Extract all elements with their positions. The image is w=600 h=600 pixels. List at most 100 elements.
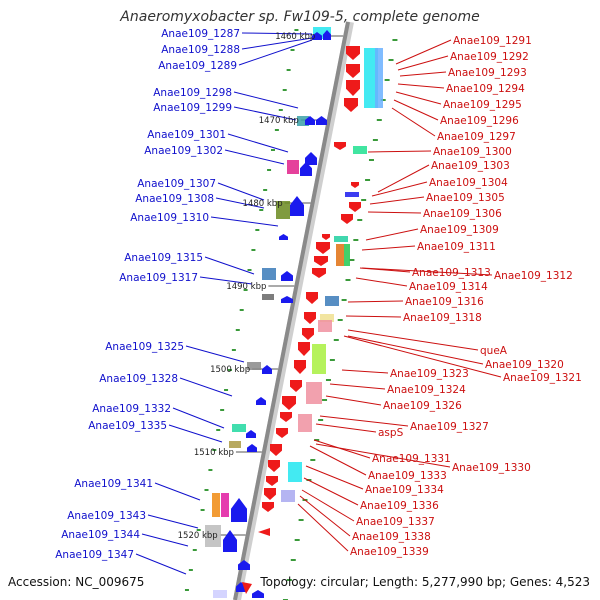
- leader-line: [241, 37, 313, 50]
- leader-line: [224, 149, 285, 165]
- gene-arrow-reverse: [262, 502, 274, 512]
- leader-line: [141, 533, 189, 547]
- leader-line: [217, 182, 265, 201]
- leader-line: [315, 423, 377, 433]
- gene-label-right: Anae109_1327: [410, 421, 489, 433]
- leader-line: [319, 415, 409, 427]
- gene-label-right: Anae109_1312: [494, 270, 573, 282]
- gene-label-right: Anae109_1297: [437, 131, 516, 143]
- gene-arrow-reverse: [346, 64, 360, 78]
- gene-arrow-reverse: [266, 476, 278, 486]
- leader-line: [355, 277, 408, 287]
- gene-arrow-forward: [305, 152, 317, 165]
- gene-arrow-forward: [281, 271, 293, 281]
- leader-line: [367, 211, 422, 214]
- diagram-title: Anaeromyxobacter sp. Fw109-5, complete g…: [120, 9, 480, 25]
- leader-line: [361, 245, 416, 251]
- gene-label-right: Anae109_1303: [431, 160, 510, 172]
- gene-label-right: Anae109_1338: [352, 531, 431, 543]
- gene-arrow-forward: [316, 116, 327, 125]
- leader-line: [371, 181, 428, 197]
- leader-line: [309, 445, 367, 476]
- kbp-label: 1520 kbp: [178, 531, 218, 541]
- feature-block: [298, 414, 312, 432]
- feature-block: [353, 146, 367, 154]
- feature-block: [221, 493, 229, 517]
- leader-line: [303, 477, 359, 506]
- leader-line: [315, 443, 451, 468]
- gene-label-left: Anae109_1299: [153, 102, 232, 114]
- leader-line: [347, 329, 479, 351]
- gene-arrow-reverse: [276, 428, 288, 438]
- feature-block: [288, 462, 302, 482]
- gene-label-right: Anae109_1293: [448, 67, 527, 79]
- gene-arrow-reverse: [294, 360, 306, 374]
- gene-label-right: Anae109_1334: [365, 484, 444, 496]
- gene-label-left: Anae109_1332: [92, 403, 171, 415]
- feature-block: [336, 244, 344, 266]
- leader-line: [341, 369, 389, 374]
- feature-block: [247, 362, 261, 370]
- gene-label-right: Anae109_1316: [405, 296, 484, 308]
- feature-block: [205, 525, 221, 547]
- gene-arrow-forward: [252, 590, 264, 598]
- gene-label-left: Anae109_1287: [161, 28, 240, 40]
- gene-label-right: Anae109_1331: [372, 453, 451, 465]
- feature-block: [312, 344, 326, 374]
- gene-label-right: Anae109_1292: [450, 51, 529, 63]
- leader-line: [313, 439, 371, 459]
- gene-arrow-reverse: [334, 142, 346, 150]
- decorations-layer: [184, 29, 398, 600]
- feature-block: [306, 382, 322, 404]
- leader-line: [199, 276, 253, 285]
- feature-block: [325, 296, 339, 306]
- gene-arrow-forward: [312, 32, 322, 40]
- gene-arrow-forward: [281, 296, 293, 303]
- gene-arrow-reverse: [316, 242, 330, 254]
- feature-block: [287, 160, 299, 174]
- gene-arrow-reverse: [304, 312, 316, 324]
- feature-block: [320, 314, 334, 322]
- accession-text: Accession: NC_009675: [8, 575, 145, 589]
- gene-arrow-reverse: [280, 412, 292, 422]
- gene-arrow-reverse: [349, 202, 361, 212]
- leader-line: [172, 407, 225, 429]
- gene-label-left: Anae109_1298: [153, 87, 232, 99]
- gene-label-right: Anae109_1309: [420, 224, 499, 236]
- feature-block: [344, 244, 350, 266]
- leader-line: [377, 164, 430, 193]
- gene-arrow-forward: [247, 444, 257, 452]
- gene-label-right: Anae109_1314: [409, 281, 488, 293]
- gene-label-left: Anae109_1328: [99, 373, 178, 385]
- gene-label-right: Anae109_1336: [360, 500, 439, 512]
- gene-label-right: Anae109_1294: [446, 83, 525, 95]
- gene-label-right: Anae109_1330: [452, 462, 531, 474]
- gene-label-left: Anae109_1301: [147, 129, 226, 141]
- gene-label-right: Anae109_1300: [433, 146, 512, 158]
- gene-label-left: Anae109_1347: [55, 549, 134, 561]
- feature-block: [213, 590, 227, 598]
- topology-summary: Topology: circular; Length: 5,277,990 bp…: [260, 575, 590, 589]
- leader-line: [238, 39, 313, 66]
- kbp-label: 1490 kbp: [226, 282, 266, 292]
- gene-arrow-reverse: [351, 182, 359, 188]
- gene-label-left: Anae109_1341: [74, 478, 153, 490]
- kbp-label: 1480 kbp: [243, 199, 283, 209]
- gene-arrow-forward: [238, 560, 250, 570]
- gene-arrow-forward: [262, 365, 272, 374]
- gene-label-right: Anae109_1291: [453, 35, 532, 47]
- leader-line: [395, 91, 442, 105]
- leader-line: [361, 267, 493, 276]
- gene-arrow-reverse: [242, 582, 252, 594]
- leader-line: [227, 133, 289, 153]
- gene-arrow-reverse: [306, 292, 318, 304]
- gene-label-right: Anae109_1306: [423, 208, 502, 220]
- leader-line: [305, 465, 364, 490]
- feature-block: [281, 490, 295, 502]
- leader-line: [233, 91, 299, 109]
- gene-label-left: Anae109_1288: [161, 44, 240, 56]
- leader-line: [329, 383, 386, 390]
- gene-label-right: Anae109_1323: [390, 368, 469, 380]
- gene-label-right: Anae109_1305: [426, 192, 505, 204]
